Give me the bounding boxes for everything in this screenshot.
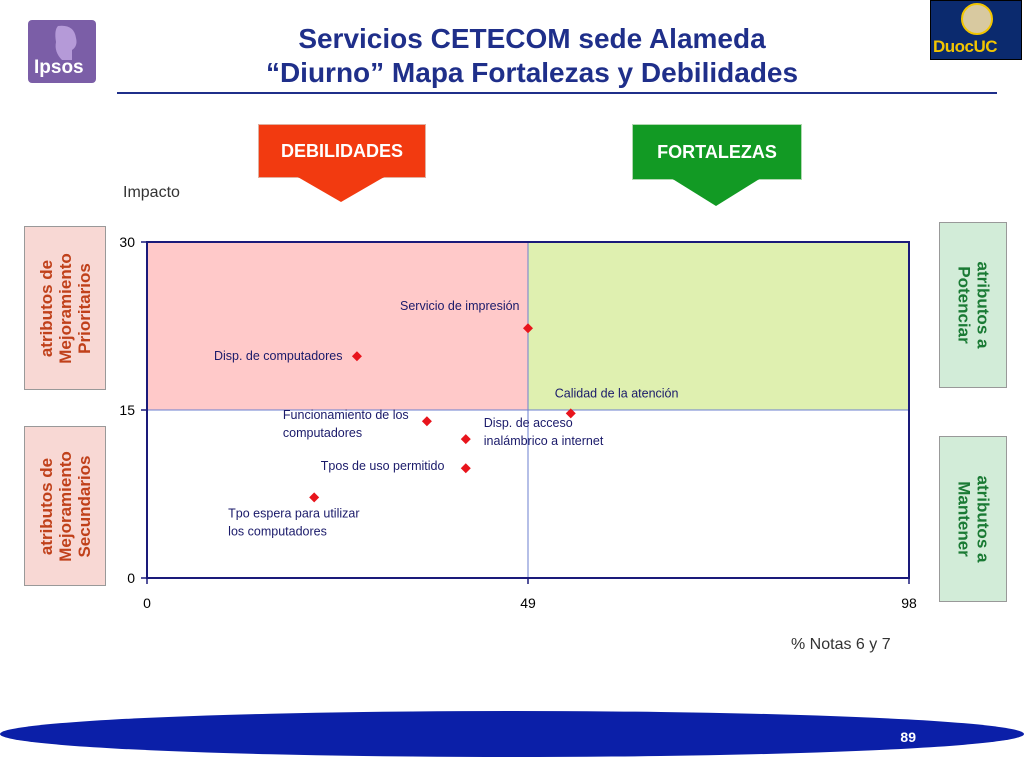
data-point-marker: [523, 323, 533, 334]
y-axis-label: Impacto: [123, 184, 180, 201]
data-point-label: Servicio de impresión: [400, 299, 520, 313]
label-atributos-potenciar: atributos a Potenciar: [939, 222, 1007, 388]
data-point-marker: [421, 416, 432, 427]
label-atributos-mantener: atributos a Mantener: [939, 436, 1007, 602]
data-point-marker: [565, 408, 576, 419]
duocuc-logo-text: DuocUC: [933, 37, 998, 56]
duocuc-logo: DuocUC: [930, 0, 1022, 60]
data-point-marker: [460, 463, 471, 474]
data-point-label: Calidad de la atención: [555, 386, 679, 400]
data-point-marker: [460, 434, 471, 445]
data-point-label: Disp. de computadores: [214, 349, 343, 363]
x-tick-label: 98: [901, 595, 917, 611]
ipsos-face-icon: [55, 25, 77, 60]
y-tick-label: 30: [119, 234, 135, 250]
ipsos-logo-text: Ipsos: [34, 57, 84, 78]
fortalezas-tag: FORTALEZAS: [632, 124, 802, 180]
x-tick-label: 0: [143, 595, 151, 611]
y-tick-label: 15: [119, 402, 135, 418]
quadrant-debilidades-prioritarias: [147, 242, 528, 410]
ipsos-logo: Ipsos: [28, 20, 96, 83]
data-point-label: Disp. de acceso: [484, 416, 573, 430]
fortalezas-arrow-icon: [671, 178, 761, 206]
title-divider: [117, 92, 997, 94]
duocuc-seal-icon: [961, 3, 993, 35]
quadrant-fortalezas-potenciar: [528, 242, 909, 410]
debilidades-arrow-icon: [296, 176, 386, 202]
page-number: 89: [900, 729, 916, 745]
data-point-marker: [351, 351, 362, 362]
data-point-label: computadores: [283, 426, 362, 440]
data-point-marker: [309, 492, 320, 503]
x-tick-label: 49: [520, 595, 536, 611]
data-point-label: inalámbrico a internet: [484, 434, 604, 448]
y-tick-label: 0: [127, 570, 135, 586]
label-mejoramiento-secundarios: atributos de Mejoramiento Secundarios: [24, 426, 106, 586]
data-point-label: Funcionamiento de los: [283, 408, 409, 422]
data-point-label: Tpo espera para utilizar: [228, 506, 359, 520]
page-title-line2: “Diurno” Mapa Fortalezas y Debilidades: [265, 57, 799, 88]
scatter-chart: 0 15 30 0 49 98 Impacto % Notas 6 y 7 Servicio d…: [119, 184, 917, 653]
label-mejoramiento-prioritarios: atributos de Mejoramiento Prioritarios: [24, 226, 106, 390]
data-point-label: Tpos de uso permitido: [321, 459, 445, 473]
page-title-line1: Servicios CETECOM sede Alameda: [298, 23, 766, 54]
footer-band: [0, 711, 1024, 757]
x-axis-label: % Notas 6 y 7: [791, 636, 891, 653]
data-point-label: los computadores: [228, 524, 327, 538]
debilidades-tag: DEBILIDADES: [258, 124, 426, 178]
